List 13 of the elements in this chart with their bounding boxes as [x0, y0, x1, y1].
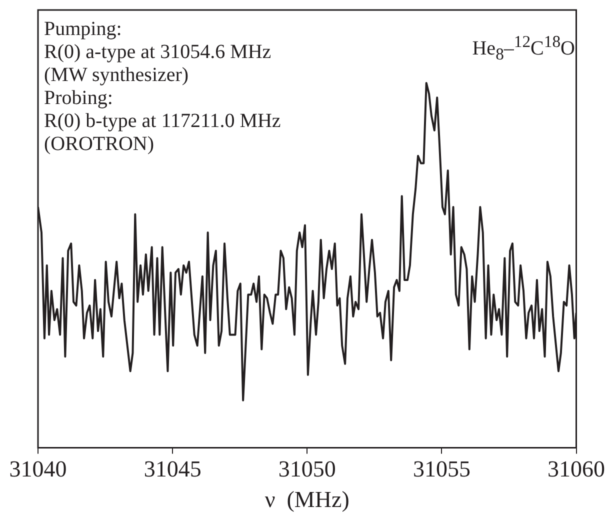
annotation: (OROTRON)	[44, 133, 154, 156]
x-tick-label: 31060	[548, 456, 605, 482]
text: Pumping:	[44, 18, 122, 41]
annotation: (MW synthesizer)	[44, 64, 189, 87]
annotation: R(0) b-type at 117211.0 MHz	[44, 110, 281, 133]
x-tick-label: 31050	[278, 456, 336, 482]
x-tick-label: 31040	[9, 456, 67, 482]
text: He$_{8}$–$^{12}$C$^{18}$O	[472, 31, 575, 66]
annotation: Probing:	[44, 87, 113, 110]
x-tick-label: 31055	[412, 456, 470, 482]
x-axis-title: ν (MHz)	[264, 487, 350, 512]
x-tick-label: 31045	[144, 456, 202, 482]
text: R(0) a-type at 31054.6 MHz	[44, 41, 272, 64]
